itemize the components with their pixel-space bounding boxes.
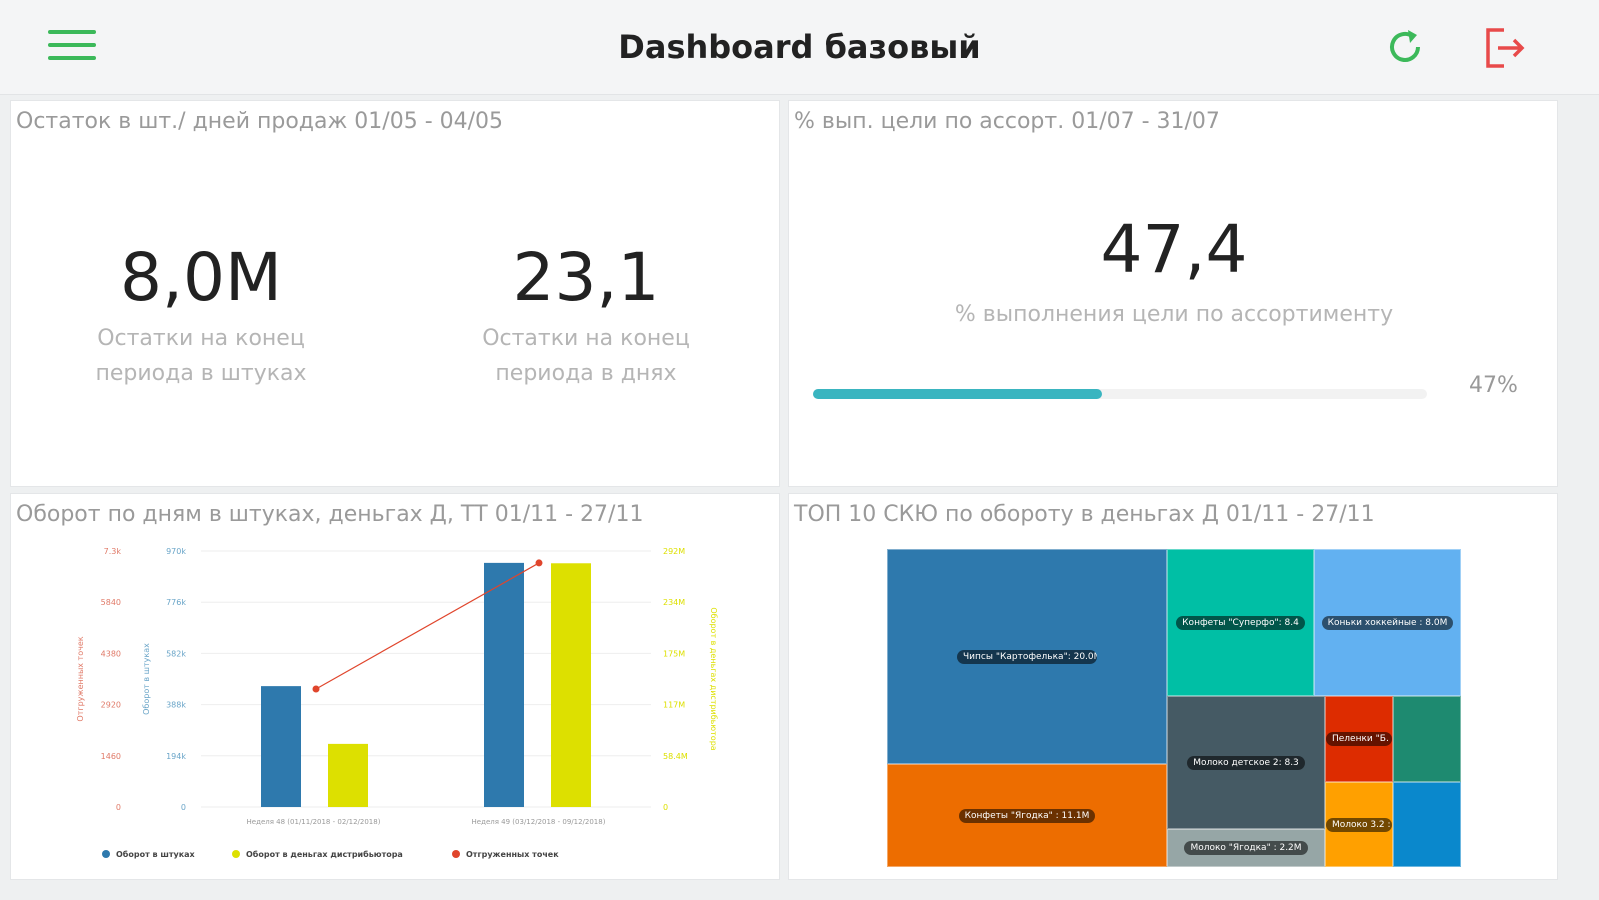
logout-icon[interactable] bbox=[1480, 22, 1530, 72]
axis-tick-label: 0 bbox=[116, 803, 121, 812]
kpi-label: Остатки на конец периода в штуках bbox=[95, 326, 307, 386]
legend-marker bbox=[452, 850, 460, 858]
legend-item[interactable]: Оборот в деньгах дистрибьютора bbox=[246, 849, 403, 859]
panel-title: ТОП 10 СКЮ по обороту в деньгах Д 01/11 … bbox=[794, 502, 1375, 527]
axis-title: Отгруженных точек bbox=[76, 636, 85, 721]
panel-title: Оборот по дням в штуках, деньгах Д, ТТ 0… bbox=[16, 502, 644, 527]
axis-tick-label: 194k bbox=[166, 752, 186, 761]
goal-value: 47,4 bbox=[1100, 211, 1248, 288]
turnover-chart: 0 1460 2920 4380 5840 7.3k 0 194k 388k 582k 776k 97… bbox=[76, 547, 718, 859]
axis-tick-label: 7.3k bbox=[104, 547, 122, 556]
kpi-label: Остатки на конец периода в днях bbox=[482, 326, 690, 386]
legend-marker bbox=[232, 850, 240, 858]
panel-title: Остаток в шт./ дней продаж 01/05 - 04/05 bbox=[16, 109, 504, 134]
bar[interactable] bbox=[328, 743, 368, 807]
treemap-tile[interactable]: Пеленки "Б. Малыш" : ... bbox=[1325, 696, 1393, 782]
axis-tick-label: 292M bbox=[663, 547, 685, 556]
treemap-tile[interactable]: Молоко 3.2 : Малыш : ... bbox=[1325, 782, 1393, 867]
treemap-tile[interactable]: Конфеты "Суперфо": 8.4 bbox=[1167, 549, 1314, 696]
axis-tick-label: 776k bbox=[166, 598, 186, 607]
bar[interactable] bbox=[551, 563, 591, 807]
legend-marker bbox=[102, 850, 110, 858]
treemap-tile[interactable] bbox=[1393, 782, 1461, 867]
axis-tick-label: 175M bbox=[663, 649, 685, 658]
axis-tick-label: 5840 bbox=[101, 598, 121, 607]
treemap-label: Конфеты "Суперфо": 8.4 bbox=[1176, 615, 1305, 630]
bar[interactable] bbox=[261, 686, 301, 807]
turnover-panel: Оборот по дням в штуках, деньгах Д, ТТ 0… bbox=[10, 493, 780, 880]
stock-panel: Остаток в шт./ дней продаж 01/05 - 04/05… bbox=[10, 100, 780, 487]
kpi-value: 23,1 bbox=[512, 239, 660, 316]
treemap-label: Конфеты "Ягодка" : 11.1M bbox=[958, 808, 1096, 823]
kpi-value: 8,0M bbox=[120, 239, 282, 316]
treemap-label: Пеленки "Б. Малыш" : ... bbox=[1326, 732, 1392, 746]
treemap-label: Чипсы "Картофелька": 20.0M bbox=[957, 649, 1097, 664]
treemap-tile[interactable]: Чипсы "Картофелька": 20.0M bbox=[887, 549, 1167, 764]
treemap-tile[interactable]: Коньки хоккейные : 8.0M bbox=[1314, 549, 1461, 696]
treemap-tile[interactable]: Молоко детское 2: 8.3 bbox=[1167, 696, 1325, 829]
x-tick-label: Неделя 48 (01/11/2018 - 02/12/2018) bbox=[247, 818, 381, 826]
goal-progress-label: 47% bbox=[1469, 373, 1518, 398]
axis-tick-label: 58.4M bbox=[663, 752, 688, 761]
axis-tick-label: 0 bbox=[663, 803, 668, 812]
line-point[interactable] bbox=[535, 559, 543, 567]
treemap-label: Коньки хоккейные : 8.0M bbox=[1321, 615, 1454, 630]
goal-label: % выполнения цели по ассортименту bbox=[954, 302, 1394, 327]
treemap-label: Молоко "Ягодка" : 2.2M bbox=[1184, 841, 1308, 855]
axis-title: Оборот в деньгах дистрибьютора bbox=[709, 607, 718, 750]
goal-progress-fill bbox=[813, 389, 1102, 399]
axis-tick-label: 388k bbox=[166, 701, 186, 710]
axis-tick-label: 234M bbox=[663, 598, 685, 607]
goal-progress-bar bbox=[813, 389, 1427, 399]
axis-tick-label: 4380 bbox=[101, 649, 121, 658]
line-point[interactable] bbox=[312, 685, 320, 693]
treemap-label: Молоко 3.2 : Малыш : ... bbox=[1326, 817, 1392, 832]
axis-title: Оборот в штуках bbox=[142, 643, 151, 715]
axis-tick-label: 2920 bbox=[101, 701, 121, 710]
treemap-tile[interactable] bbox=[1393, 696, 1461, 782]
refresh-icon[interactable] bbox=[1380, 22, 1430, 72]
panel-title: % вып. цели по ассорт. 01/07 - 31/07 bbox=[794, 109, 1220, 134]
app-header: Dashboard базовый bbox=[0, 0, 1599, 95]
bar[interactable] bbox=[484, 562, 524, 807]
legend-item[interactable]: Оборот в штуках bbox=[116, 849, 196, 859]
axis-tick-label: 970k bbox=[166, 547, 186, 556]
treemap-tile[interactable]: Молоко "Ягодка" : 2.2M bbox=[1167, 829, 1325, 867]
line-series bbox=[315, 562, 540, 690]
treemap-label: Молоко детское 2: 8.3 bbox=[1187, 755, 1305, 770]
top10-panel: ТОП 10 СКЮ по обороту в деньгах Д 01/11 … bbox=[788, 493, 1558, 880]
top10-treemap: Чипсы "Картофелька": 20.0M Конфеты "Супер… bbox=[887, 549, 1461, 867]
axis-tick-label: 0 bbox=[181, 803, 186, 812]
x-tick-label: Неделя 49 (03/12/2018 - 09/12/2018) bbox=[472, 818, 606, 826]
page-title: Dashboard базовый bbox=[618, 28, 981, 66]
menu-button[interactable] bbox=[48, 30, 96, 66]
treemap-tile[interactable]: Конфеты "Ягодка" : 11.1M bbox=[887, 764, 1167, 867]
axis-tick-label: 1460 bbox=[101, 752, 121, 761]
legend-item[interactable]: Отгруженных точек bbox=[466, 850, 559, 859]
axis-tick-label: 117M bbox=[663, 701, 685, 710]
axis-tick-label: 582k bbox=[166, 649, 186, 658]
goal-panel: % вып. цели по ассорт. 01/07 - 31/07 47,… bbox=[788, 100, 1558, 487]
